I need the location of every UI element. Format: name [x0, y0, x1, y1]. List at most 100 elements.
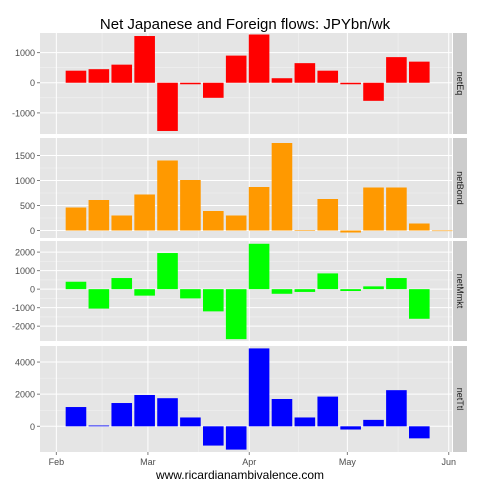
panel-background: [40, 33, 452, 134]
facet-panels: -100001000netEq050010001500netBond-2000-…: [12, 33, 467, 452]
bar: [294, 289, 316, 292]
y-tick-label: 4000: [15, 358, 35, 368]
bar: [225, 55, 247, 83]
y-tick-label: -2000: [12, 322, 35, 332]
bar: [111, 278, 133, 290]
bar: [386, 57, 407, 83]
bar: [409, 426, 430, 439]
facet-strip: [453, 241, 467, 341]
facet-strip: [453, 138, 467, 238]
facet-strip: [453, 346, 467, 452]
y-tick-label: 0: [30, 226, 35, 236]
y-tick-label: 1000: [15, 266, 35, 276]
x-tick-label: Feb: [49, 457, 65, 467]
bar: [363, 82, 384, 101]
bar: [111, 64, 133, 83]
bar: [225, 215, 247, 231]
bar: [248, 34, 270, 83]
bar: [88, 289, 110, 309]
x-tick-label: Jun: [441, 457, 456, 467]
chart-caption: www.ricardianambivalence.com: [155, 468, 324, 480]
bar: [111, 215, 133, 231]
bar: [180, 82, 201, 85]
panel-netBond: 0 500 1000 1500 netBond: [15, 138, 467, 238]
panel-netEq: -1000 0 1000 netEq: [12, 33, 467, 134]
bar: [409, 289, 430, 319]
bar: [294, 230, 316, 231]
bar: [203, 289, 224, 312]
facet-label: netBond: [455, 171, 465, 205]
bar: [203, 211, 224, 231]
bar: [134, 394, 155, 427]
bar: [88, 200, 110, 231]
bar: [271, 78, 293, 83]
bar: [157, 253, 178, 290]
y-tick-label: 0: [30, 285, 35, 295]
bar: [134, 194, 155, 231]
bar: [157, 398, 178, 427]
bar: [203, 82, 224, 98]
bar: [157, 82, 178, 131]
bar: [340, 289, 361, 291]
x-tick-label: Mar: [140, 457, 156, 467]
chart-title: Net Japanese and Foreign flows: JPYbn/wk: [100, 16, 391, 33]
bar: [317, 199, 339, 231]
panel-netMmkt: -2000 -1000 0 1000 2000 netMmkt: [12, 241, 467, 341]
bar: [111, 403, 133, 427]
y-tick-label: 2000: [15, 390, 35, 400]
bar: [386, 278, 407, 290]
bar: [157, 160, 178, 231]
y-tick-label: 500: [20, 201, 35, 211]
x-tick-label: Apr: [242, 457, 256, 467]
facet-label: netEq: [455, 72, 465, 96]
y-tick-label: -1000: [12, 303, 35, 313]
bar: [180, 180, 201, 231]
bar: [386, 390, 407, 427]
facet-label: netTtl: [455, 388, 465, 411]
bar: [134, 289, 155, 296]
bar: [294, 63, 316, 83]
bar: [65, 207, 87, 231]
y-tick-label: 1500: [15, 151, 35, 161]
y-tick-label: -1000: [12, 108, 35, 118]
bar: [88, 425, 110, 427]
bar: [340, 426, 361, 430]
bar: [65, 70, 87, 83]
bar: [409, 61, 430, 83]
facet-strip: [453, 33, 467, 134]
bar: [134, 36, 155, 83]
x-axis: Feb Mar Apr May Jun: [49, 452, 456, 467]
bar: [203, 426, 224, 446]
bar: [363, 187, 384, 231]
bar: [180, 417, 201, 427]
bar: [65, 281, 87, 290]
bar: [340, 82, 361, 85]
bar: [363, 419, 384, 427]
bar: [340, 230, 361, 233]
bar: [271, 289, 293, 294]
y-tick-label: 2000: [15, 248, 35, 258]
bar: [65, 407, 87, 427]
y-tick-label: 1000: [15, 48, 35, 58]
bar: [88, 69, 110, 83]
bar: [248, 187, 270, 231]
bar: [409, 223, 430, 231]
bar: [386, 187, 407, 231]
bar: [431, 230, 453, 232]
y-tick-label: 0: [30, 422, 35, 432]
x-tick-label: May: [339, 457, 357, 467]
bar: [225, 289, 247, 340]
bar: [363, 286, 384, 290]
bar: [248, 348, 270, 427]
bar: [271, 399, 293, 427]
facet-label: netMmkt: [455, 274, 465, 309]
bar: [317, 273, 339, 290]
bar: [248, 243, 270, 290]
y-tick-label: 1000: [15, 176, 35, 186]
y-tick-label: 0: [30, 78, 35, 88]
bar: [225, 426, 247, 450]
panel-netTtl: 0 2000 4000 netTtl: [15, 346, 467, 452]
bar: [271, 143, 293, 231]
